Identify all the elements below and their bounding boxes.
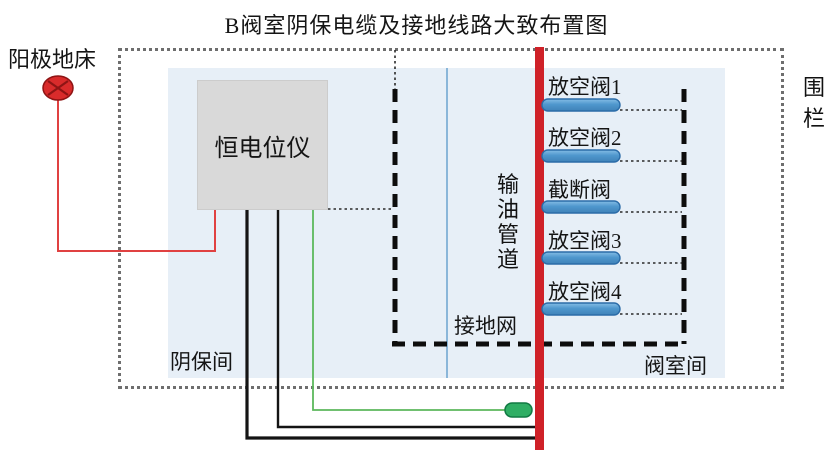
valve-bar-4 [541, 251, 621, 265]
room-divider-wall [446, 68, 448, 378]
reference-cable-green [312, 210, 508, 411]
cp-room-label: 阴保间 [170, 350, 233, 374]
cathodic-cable-black-inner [276, 210, 536, 429]
anode-x-stroke-2 [47, 80, 69, 96]
fence-label: 围栏 [802, 75, 825, 131]
valve-3-label: 截断阀 [548, 178, 611, 202]
valve-2-label: 放空阀2 [548, 126, 622, 150]
valve-5-label: 放空阀4 [548, 280, 622, 304]
potentiostat-label: 恒电位仪 [214, 135, 311, 162]
valve-bar-1 [541, 98, 621, 112]
valve-bar-2 [541, 149, 621, 163]
grounding-grid-label: 接地网 [454, 314, 517, 338]
fence-boundary [118, 48, 784, 389]
valve-bar-5 [541, 302, 621, 316]
valve-room-label: 阀室间 [644, 354, 707, 378]
valve-bar-3 [541, 200, 621, 214]
ground-terminal-icon [504, 402, 533, 418]
cathodic-cable-black-outer [245, 210, 536, 440]
oil-pipeline [535, 47, 544, 450]
anode-cable-red [57, 99, 216, 252]
valve-4-label: 放空阀3 [548, 229, 622, 253]
potentiostat-box: 恒电位仪 [197, 80, 328, 210]
diagram-title: B阀室阴保电缆及接地线路大致布置图 [224, 13, 609, 38]
pipeline-label: 输油管道 [496, 172, 519, 272]
valve-1-label: 放空阀1 [548, 75, 622, 99]
anode-bed-label: 阳极地床 [8, 47, 97, 72]
